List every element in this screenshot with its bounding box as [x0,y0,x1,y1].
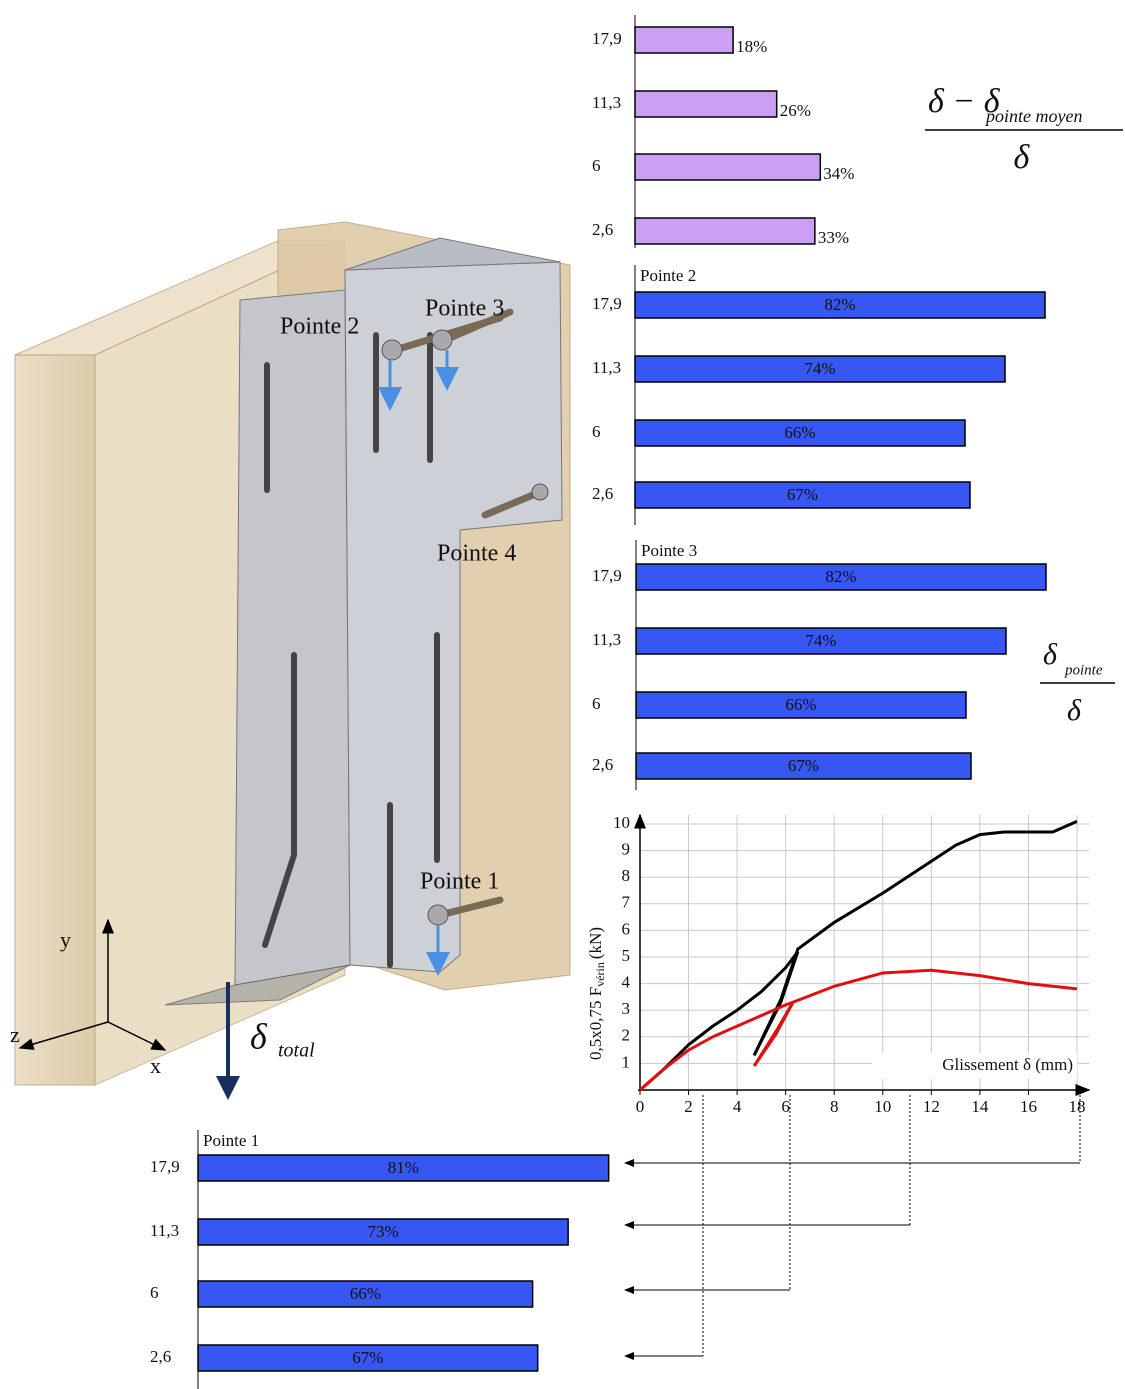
y-tick-label: 9 [622,840,631,859]
value-label: 73% [367,1222,398,1241]
category-label: 6 [592,694,601,713]
bar [634,419,966,447]
category-label: 17,9 [592,566,622,585]
axis-name: y [60,927,71,952]
chart-title: Pointe 1 [203,1131,259,1150]
category-label: 2,6 [592,220,613,239]
series-line [639,819,1078,1092]
value-label: 67% [352,1348,383,1367]
bar [635,627,1007,655]
value-label: 81% [388,1158,419,1177]
category-label: 17,9 [592,294,622,313]
bar [197,1280,534,1308]
category-label: 2,6 [592,484,613,503]
x-tick-label: 18 [1069,1097,1086,1116]
y-tick-label: 3 [622,999,631,1018]
value-label: 33% [818,228,849,247]
y-tick-label: 6 [622,919,631,938]
x-tick-label: 10 [874,1097,891,1116]
category-label: 17,9 [592,29,622,48]
chart-title: Pointe 2 [640,266,696,285]
formula-subscript: pointe moyen [984,106,1082,126]
x-tick-label: 12 [923,1097,940,1116]
y-tick-label: 5 [622,946,631,965]
category-label: 6 [150,1283,159,1302]
plot-background [640,815,1089,1090]
label-background [872,1053,1077,1079]
x-axis-label: Glissement δ (mm) [942,1055,1073,1074]
value-label: 34% [823,164,854,183]
value-label: 66% [350,1284,381,1303]
x-tick-label: 14 [971,1097,989,1116]
axis-name: x [150,1053,161,1078]
part-label: Pointe 4 [437,541,516,567]
y-tick-label: 8 [622,866,631,885]
value-label: 18% [736,37,767,56]
bar [634,90,778,118]
value-label: 74% [804,359,835,378]
y-axis-label-sub: vérin [593,962,607,987]
category-label: 6 [592,422,601,441]
x-tick-label: 16 [1020,1097,1037,1116]
value-label: 66% [784,423,815,442]
bar [197,1344,539,1372]
y-tick-label: 10 [613,813,630,832]
delta-subscript: total [278,1040,315,1062]
x-tick-label: 8 [830,1097,839,1116]
formula-numerator: δ [1043,638,1058,671]
formula-denominator: δ [1067,694,1082,727]
value-label: 82% [824,295,855,314]
x-tick-label: 4 [733,1097,742,1116]
category-label: 11,3 [592,630,621,649]
bar [634,153,822,181]
bar [635,691,967,719]
x-tick-label: 2 [684,1097,693,1116]
part-label: Pointe 3 [425,296,504,322]
delta-symbol: δ [250,1016,268,1056]
value-label: 82% [825,567,856,586]
value-label: 67% [787,485,818,504]
category-label: 11,3 [592,93,621,112]
value-label: 67% [788,756,819,775]
part-label: Pointe 2 [280,314,359,340]
chart-title: Pointe 3 [641,541,697,560]
x-tick-label: 6 [781,1097,790,1116]
category-label: 2,6 [592,755,613,774]
category-label: 17,9 [150,1157,180,1176]
bar [634,217,816,245]
y-tick-label: 2 [622,1026,631,1045]
bar [634,26,734,54]
value-label: 66% [785,695,816,714]
category-label: 11,3 [592,358,621,377]
x-tick-label: 0 [636,1097,645,1116]
category-label: 6 [592,156,601,175]
formula-denominator: δ [1014,139,1031,176]
y-tick-label: 1 [622,1052,631,1071]
series-line [639,968,1078,1092]
y-axis-label: 0,5x0,75 Fvérin (kN) [586,927,607,1060]
connectors [624,1095,1081,1360]
bar [197,1154,610,1182]
axis-name: z [10,1022,20,1047]
category-label: 11,3 [150,1221,179,1240]
bar [634,355,1006,383]
bar [197,1218,569,1246]
bar [634,481,971,509]
bar [635,752,972,780]
y-tick-label: 7 [622,893,631,912]
part-label: Pointe 1 [420,869,499,895]
y-axis-label-unit: (kN) [586,927,605,959]
illustration [14,221,571,1100]
bar [635,563,1047,591]
y-tick-label: 4 [622,973,631,992]
category-label: 2,6 [150,1347,171,1366]
bar [634,291,1046,319]
formula-subscript: pointe [1064,662,1103,678]
value-label: 26% [780,101,811,120]
value-label: 74% [805,631,836,650]
y-axis-label-main: 0,5x0,75 F [586,987,605,1060]
formula-numerator: δ − δ [928,83,1001,120]
